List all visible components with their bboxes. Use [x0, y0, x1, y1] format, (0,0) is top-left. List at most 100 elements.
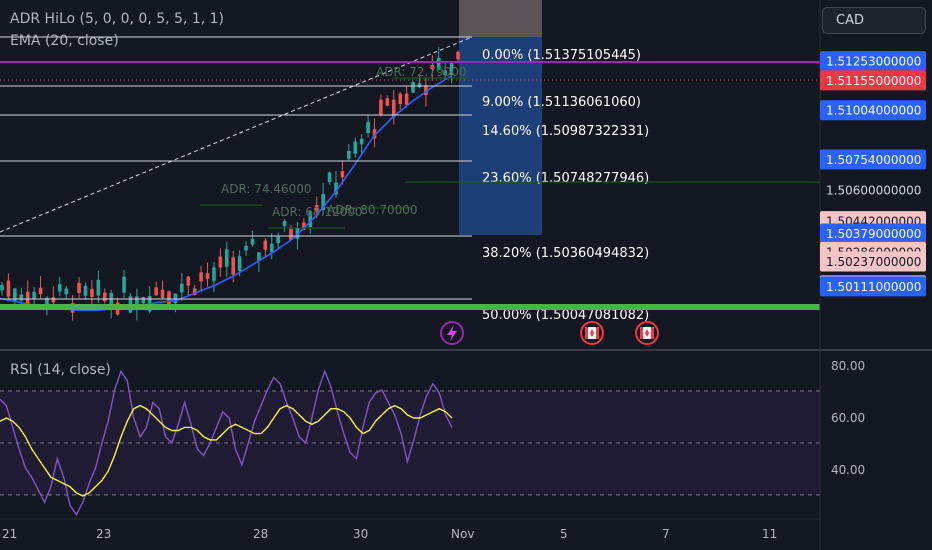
fib-label-38-2: 38.20% (1.50360494832)	[482, 246, 649, 261]
candle-body	[90, 289, 94, 297]
adr-label-3: ADR: 80.70000	[327, 203, 418, 217]
projection-box-gray	[459, 0, 542, 37]
candle-body	[398, 93, 402, 104]
candle-body	[25, 291, 30, 309]
candle-body	[257, 252, 261, 261]
projection-box	[459, 37, 542, 235]
fib-label-14-6: 14.60% (1.50987322331)	[482, 124, 649, 139]
rsi-tick-60-dec: .00	[846, 411, 865, 425]
candle-body	[173, 293, 178, 304]
rsi-legend[interactable]: RSI (14, close)	[10, 362, 111, 378]
rsi-tick-40-dec: .00	[846, 463, 865, 477]
candle-body	[83, 285, 88, 296]
candle-body	[359, 138, 364, 145]
candle-body	[51, 297, 56, 303]
canada-flag-icon-2[interactable]	[635, 321, 659, 345]
svg-text:1.50237000000: 1.50237000000	[826, 255, 921, 269]
candle-body	[250, 238, 255, 245]
svg-text:1.51004000000: 1.51004000000	[826, 104, 921, 118]
candle-body	[436, 57, 441, 70]
candle-body	[391, 99, 396, 118]
time-tick-30: 30	[353, 527, 368, 541]
svg-text:1.50754000000: 1.50754000000	[826, 153, 921, 167]
candle-body	[379, 99, 383, 116]
price-label-2: 1.51004000000	[820, 100, 926, 121]
candle-body	[38, 287, 43, 295]
candle-body	[0, 284, 4, 291]
candle-body	[77, 283, 81, 294]
candle-body	[321, 193, 325, 211]
candle-body	[64, 288, 69, 295]
price-label-0: 1.51253000000	[820, 51, 926, 72]
candle-body	[327, 172, 332, 183]
rsi-ma-line	[0, 404, 453, 497]
candle-body	[282, 221, 287, 227]
candle-body	[449, 62, 454, 76]
candle-body	[205, 273, 210, 279]
candle-body	[334, 182, 338, 195]
adr-label-2: ADR: 68.12000	[272, 205, 363, 219]
fib-trend-line	[0, 36, 473, 233]
candle-body	[263, 240, 268, 250]
rsi-line	[0, 369, 453, 517]
candle-body	[58, 284, 62, 292]
time-tick-nov: Nov	[451, 527, 474, 541]
candle-body	[19, 294, 24, 301]
ema-legend[interactable]: EMA (20, close)	[10, 33, 119, 49]
candle-body	[160, 289, 165, 298]
candle-body	[314, 205, 319, 213]
canada-flag-icon[interactable]	[580, 321, 604, 345]
rsi-tick-80-dec: .00	[846, 359, 865, 373]
candle-body	[141, 296, 146, 304]
candle-body	[302, 222, 306, 230]
candle-body	[347, 150, 351, 159]
candle-body	[6, 280, 11, 297]
candle-body	[244, 245, 248, 251]
currency-button[interactable]: CAD	[822, 7, 926, 34]
price-axis[interactable]: 1.51253000000 1.51155000000 1.51004000000 1…	[820, 51, 926, 297]
candle-body	[411, 82, 415, 93]
svg-text:1.50600000000: 1.50600000000	[826, 183, 921, 197]
candle-body	[443, 70, 447, 76]
candle-body	[154, 287, 158, 296]
candle-body	[456, 51, 460, 60]
price-label-4: 1.50600000000	[826, 183, 921, 197]
candle-body	[289, 228, 293, 240]
svg-text:1.51155000000: 1.51155000000	[826, 74, 921, 88]
candle-body	[340, 171, 345, 178]
candle-body	[224, 249, 229, 267]
candle-body	[212, 267, 216, 281]
candle-body	[122, 276, 126, 293]
time-axis[interactable]: 21 23 28 30 Nov 5 7 11	[2, 527, 777, 541]
candle-body	[13, 288, 17, 302]
candle-body	[372, 129, 377, 139]
candle-body	[96, 279, 101, 296]
candle-body	[353, 141, 358, 154]
price-label-8: 1.50237000000	[820, 251, 926, 272]
price-label-3: 1.50754000000	[820, 149, 926, 170]
candle-body	[109, 292, 113, 308]
candle-body	[167, 291, 171, 304]
time-tick-21: 21	[2, 527, 17, 541]
adr-hilo-legend[interactable]: ADR HiLo (5, 0, 0, 0, 5, 5, 1, 1)	[10, 11, 225, 27]
candle-body	[424, 85, 428, 96]
lightning-event-icon[interactable]	[440, 321, 464, 345]
time-tick-28: 28	[253, 527, 268, 541]
svg-text:1.50111000000: 1.50111000000	[826, 280, 921, 294]
svg-text:1.51253000000: 1.51253000000	[826, 55, 921, 69]
adr-label-1: ADR: 74.46000	[221, 182, 312, 196]
candle-body	[180, 283, 184, 293]
candle-body	[417, 83, 422, 88]
fib-label-9: 9.00% (1.51136061060)	[482, 95, 641, 110]
rsi-tick-60: 60	[831, 411, 846, 425]
candle-body	[404, 93, 409, 105]
candle-body	[199, 272, 203, 282]
fib-label-0: 0.00% (1.51375105445)	[482, 48, 641, 63]
candle-body	[102, 292, 107, 302]
candle-body	[45, 297, 49, 307]
candle-body	[231, 257, 236, 275]
rsi-tick-40: 40	[831, 463, 846, 477]
time-tick-7: 7	[662, 527, 670, 541]
candle-body	[135, 296, 139, 310]
